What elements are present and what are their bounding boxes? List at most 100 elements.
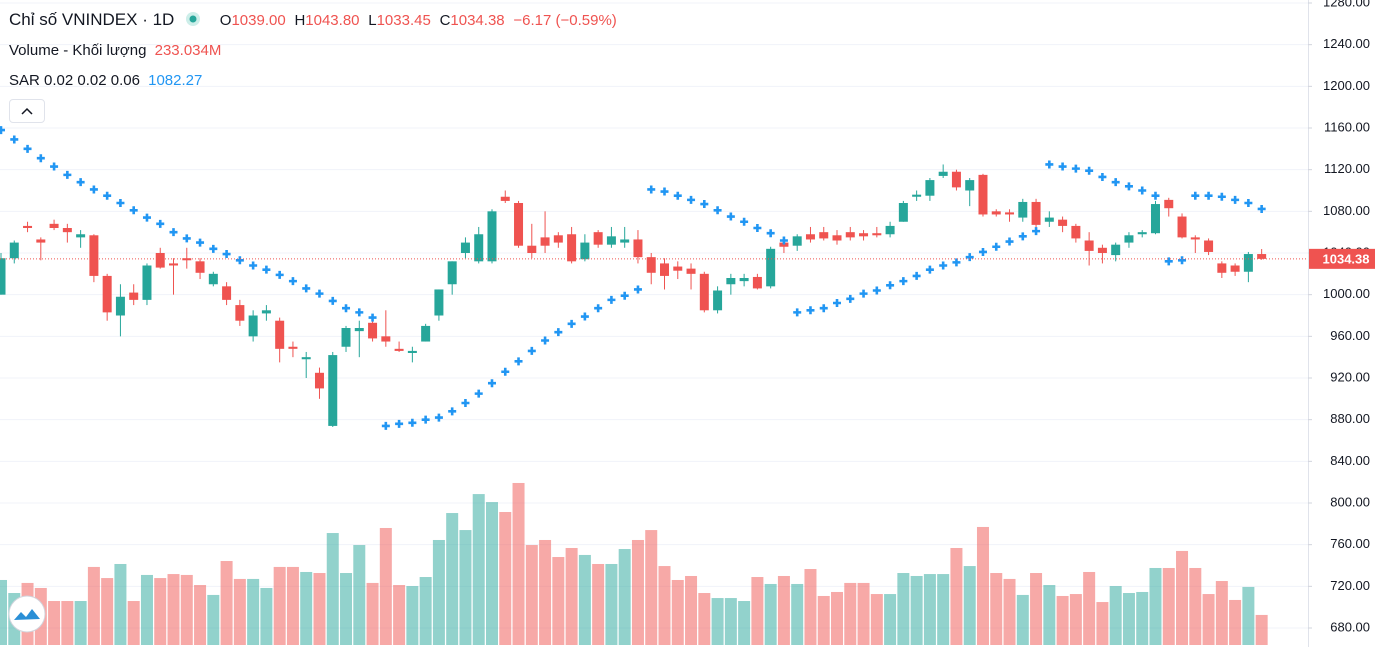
- sar-point: [169, 228, 178, 237]
- volume-bar: [990, 573, 1003, 645]
- volume-bar: [618, 549, 631, 645]
- candle-body: [805, 234, 815, 240]
- sar-point: [952, 258, 961, 267]
- candle-body: [288, 346, 298, 349]
- volume-bar: [366, 582, 379, 645]
- sar-point: [647, 185, 656, 194]
- sar-point: [1138, 186, 1147, 195]
- sar-point: [461, 399, 470, 407]
- volume-bar: [353, 545, 366, 645]
- candle-body: [1204, 240, 1214, 252]
- candle-body: [500, 196, 510, 201]
- sar-point: [209, 244, 218, 253]
- sar-point: [554, 328, 563, 337]
- candle-body: [62, 228, 72, 233]
- volume-bar: [114, 563, 127, 645]
- y-tick-label: 840.00: [1330, 453, 1370, 468]
- y-tick-label: 1160.00: [1324, 119, 1370, 134]
- volume-bar: [804, 569, 817, 645]
- volume-bar: [286, 566, 299, 645]
- volume-bar: [685, 575, 698, 645]
- volume-bar: [1149, 567, 1162, 645]
- volume-bar: [605, 563, 618, 645]
- volume-bar: [698, 593, 711, 645]
- volume-bar: [1043, 585, 1056, 645]
- candle-body: [1044, 217, 1054, 222]
- sar-point: [275, 270, 284, 279]
- candle-body: [1243, 254, 1253, 272]
- candle-body: [845, 232, 855, 238]
- volume-bar: [658, 566, 671, 645]
- candle-body: [713, 290, 723, 311]
- sar-point: [899, 277, 908, 286]
- candle-body: [1005, 212, 1015, 215]
- candle-body: [474, 234, 484, 262]
- sar-point: [700, 200, 709, 209]
- candle-body: [102, 275, 112, 313]
- volume-bar: [1189, 567, 1202, 645]
- volume-bar: [167, 574, 180, 645]
- candle-body: [407, 350, 417, 353]
- volume-bar: [764, 583, 777, 645]
- sar-point: [846, 294, 855, 303]
- sar-legend: SAR 0.02 0.02 0.06 1082.27: [9, 72, 206, 89]
- volume-bar: [950, 547, 963, 645]
- sar-point: [806, 306, 815, 315]
- logo[interactable]: [8, 595, 46, 633]
- candle-body: [1124, 235, 1134, 243]
- volume-bar: [499, 512, 512, 645]
- volume-bar: [552, 557, 565, 645]
- sar-point: [1111, 178, 1120, 187]
- sar-point: [607, 295, 616, 304]
- logo-circle: [8, 595, 46, 633]
- candle-body: [872, 233, 882, 236]
- sar-point: [302, 284, 311, 293]
- candle-body: [487, 211, 497, 262]
- volume-bar: [340, 573, 353, 645]
- sar-point: [1244, 199, 1253, 207]
- status-dot: [186, 12, 201, 26]
- sar-point: [1085, 166, 1094, 175]
- h-val: 1043.80: [305, 12, 360, 29]
- c-key: C: [439, 12, 451, 29]
- candle-body: [49, 223, 59, 228]
- volume-name: Volume - Khối lượng: [9, 42, 147, 59]
- volume-bar: [578, 554, 591, 645]
- candle-body: [991, 211, 1001, 215]
- candle-body: [1164, 199, 1174, 209]
- sar-point: [222, 250, 231, 259]
- sar-point: [541, 336, 550, 345]
- sar-point: [23, 144, 32, 153]
- volume-bar: [101, 578, 114, 645]
- sar-point: [660, 187, 669, 196]
- candle-body: [447, 261, 457, 285]
- volume-bar: [884, 594, 897, 645]
- sar-point: [939, 261, 948, 270]
- candle-body: [169, 263, 179, 266]
- candle-body: [354, 328, 364, 332]
- volume-bar: [791, 583, 804, 645]
- volume-bar: [671, 579, 684, 645]
- sar-point: [36, 154, 45, 163]
- collapse-button[interactable]: [9, 99, 45, 123]
- last-price-label: 1034.38: [1323, 251, 1370, 266]
- volume-bar: [485, 502, 498, 645]
- sar-point: [182, 234, 191, 243]
- volume-bar: [844, 582, 857, 645]
- sar-point: [142, 213, 151, 222]
- candle-body: [1177, 216, 1187, 238]
- y-tick-label: 1280.00: [1323, 0, 1370, 9]
- sar-point: [819, 304, 828, 313]
- candle-body: [235, 305, 245, 321]
- sar-point: [288, 277, 297, 286]
- sar-point: [0, 126, 5, 135]
- sar-point: [1045, 160, 1054, 169]
- volume-bar: [817, 595, 830, 645]
- sar-point: [594, 304, 603, 313]
- candle-body: [23, 225, 33, 228]
- sar-point: [965, 253, 974, 262]
- sar-point: [487, 379, 496, 388]
- sar-point: [395, 419, 404, 428]
- sar-name: SAR 0.02 0.02 0.06: [9, 72, 140, 89]
